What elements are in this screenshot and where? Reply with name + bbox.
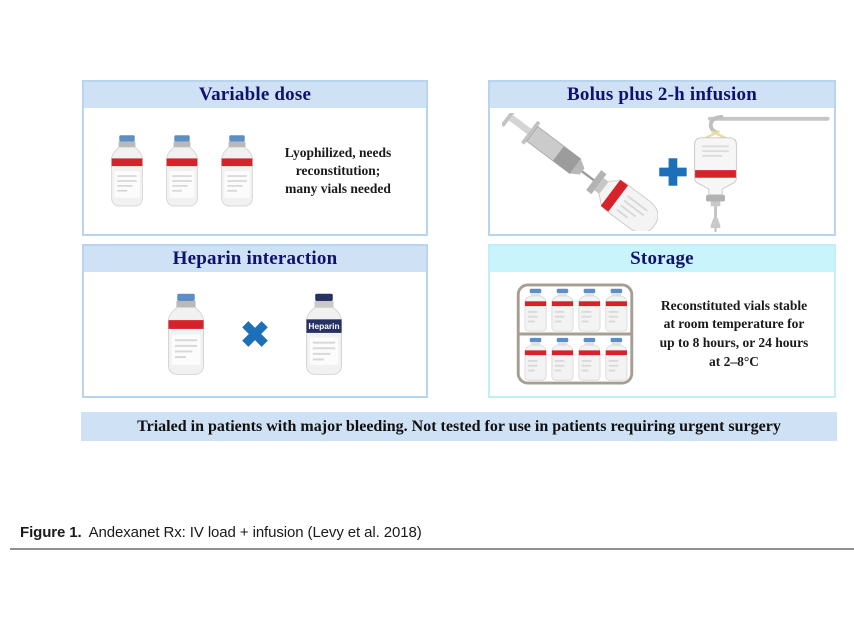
trial-note-text: Trialed in patients with major bleeding.… <box>137 417 781 435</box>
cross-icon <box>242 321 268 347</box>
panel-title: Storage <box>630 248 694 269</box>
panel-bolus-infusion: Bolus plus 2-h infusion <box>488 80 836 236</box>
panel-heparin-interaction-body: Heparin <box>84 272 426 396</box>
panel-title: Variable dose <box>198 84 312 105</box>
vial-icon <box>111 135 143 207</box>
vial-group <box>106 132 258 210</box>
figure-caption-text: Andexanet Rx: IV load + infusion (Levy e… <box>88 524 422 541</box>
panel-bolus-infusion-header: Bolus plus 2-h infusion <box>490 82 834 108</box>
note-line: Reconstituted vials stable <box>660 297 808 313</box>
iv-bottle-icon <box>694 114 830 232</box>
caption-divider <box>10 548 854 550</box>
panel-heparin-interaction-header: Heparin interaction <box>84 246 426 272</box>
note-line: Lyophilized, needs <box>284 145 392 161</box>
panel-storage-body: Reconstituted vials stable at room tempe… <box>490 272 834 396</box>
note-line: at 2–8°C <box>708 353 760 369</box>
panel-storage-header: Storage <box>490 246 834 272</box>
storage-tray-icon <box>516 283 634 385</box>
vial-icon <box>166 135 198 207</box>
panel-storage: Storage <box>488 244 836 398</box>
figure-caption: Figure 1. Andexanet Rx: IV load + infusio… <box>20 524 422 541</box>
note-line: at room temperature for <box>663 316 805 332</box>
plus-icon <box>658 158 687 186</box>
syringe-vial-icon <box>502 113 658 231</box>
panel-bolus-infusion-body <box>490 108 834 234</box>
note-line: up to 8 hours, or 24 hours <box>659 335 809 350</box>
note-line: many vials needed <box>285 180 391 196</box>
panel-variable-dose-body: Lyophilized, needs reconstitution; many … <box>84 108 426 234</box>
vial-icon <box>168 293 204 375</box>
note-line: reconstitution; <box>295 163 381 179</box>
figure-caption-label: Figure 1. <box>20 524 82 541</box>
panel-title: Bolus plus 2-h infusion <box>567 84 757 105</box>
panel-title: Heparin interaction <box>172 248 338 269</box>
trial-note-banner: Trialed in patients with major bleeding.… <box>81 412 837 441</box>
panel-variable-dose-header: Variable dose <box>84 82 426 108</box>
panel-heparin-interaction: Heparin interaction <box>82 244 428 398</box>
variable-dose-note: Lyophilized, needs reconstitution; many … <box>258 144 418 197</box>
vial-icon <box>221 135 253 207</box>
storage-note: Reconstituted vials stable at room tempe… <box>634 297 834 372</box>
heparin-vial-icon: Heparin <box>306 293 342 375</box>
panel-variable-dose: Variable dose <box>82 80 428 236</box>
heparin-vial-label: Heparin <box>308 320 339 330</box>
